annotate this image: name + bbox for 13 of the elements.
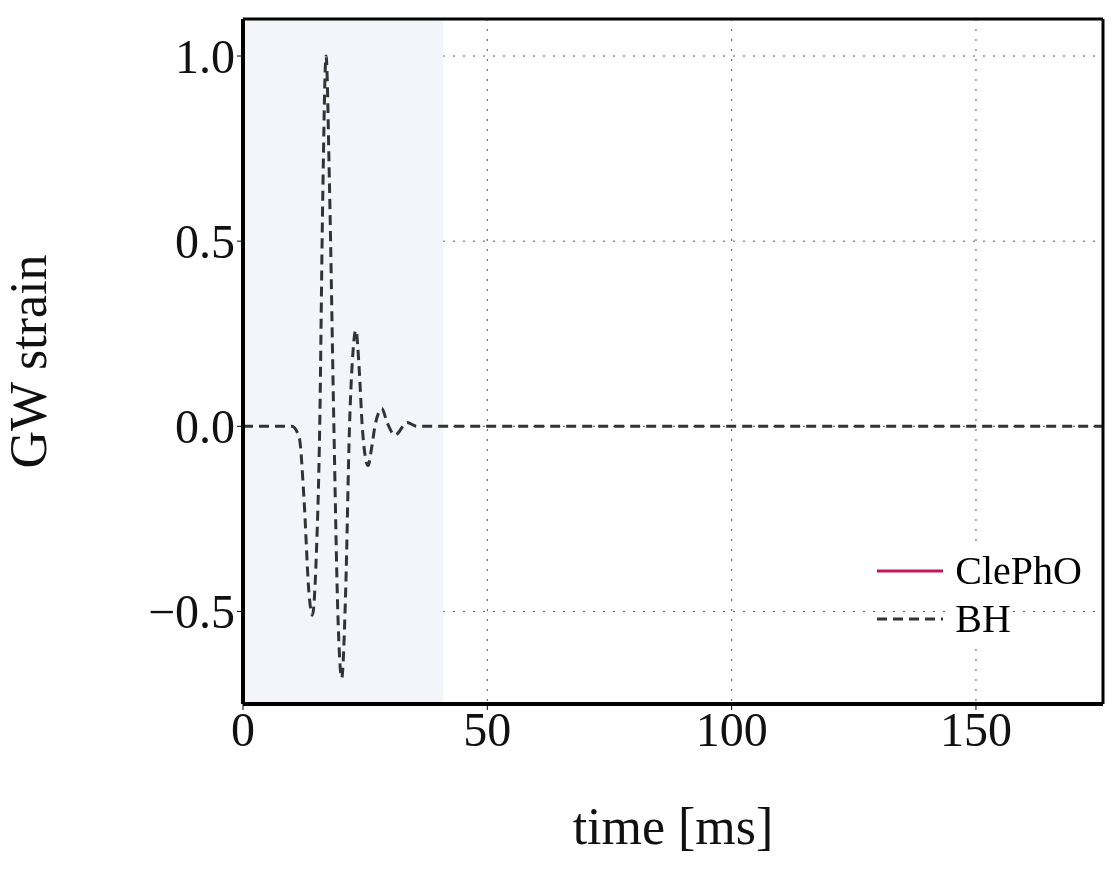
legend-label: ClePhO: [953, 547, 1084, 595]
x-tick-label: 150: [939, 703, 1012, 757]
y-tick-label: −0.5: [147, 585, 235, 639]
y-tick-label: 1.0: [175, 30, 235, 84]
y-tick-label: 0.5: [175, 215, 235, 269]
x-axis-title: time [ms]: [572, 798, 774, 855]
y-tick-label: 0.0: [175, 400, 235, 454]
y-axis-title: GW strain: [0, 254, 58, 469]
x-tick-label: 50: [463, 703, 512, 757]
legend-label: BH: [953, 595, 1013, 643]
x-tick-label: 100: [695, 703, 768, 757]
line-series: [243, 54, 1103, 680]
x-tick-label: 0: [231, 703, 255, 757]
